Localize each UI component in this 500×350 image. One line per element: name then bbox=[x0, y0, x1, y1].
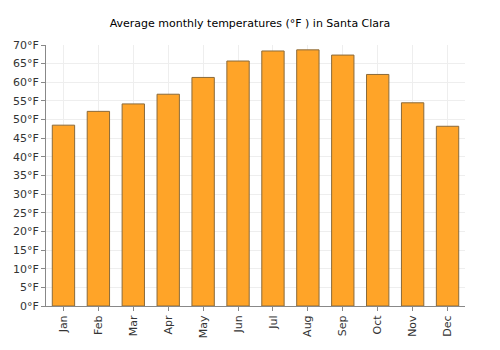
svg-text:Apr: Apr bbox=[162, 315, 175, 335]
svg-text:55°F: 55°F bbox=[13, 95, 39, 108]
svg-text:Dec: Dec bbox=[441, 315, 454, 336]
svg-text:Aug: Aug bbox=[301, 315, 314, 336]
svg-text:60°F: 60°F bbox=[13, 76, 39, 89]
svg-text:0°F: 0°F bbox=[20, 300, 39, 313]
svg-text:Jul: Jul bbox=[267, 315, 280, 329]
svg-text:10°F: 10°F bbox=[13, 263, 39, 276]
svg-text:25°F: 25°F bbox=[13, 207, 39, 220]
svg-text:35°F: 35°F bbox=[13, 169, 39, 182]
svg-text:Feb: Feb bbox=[92, 315, 105, 334]
svg-text:Mar: Mar bbox=[127, 315, 140, 336]
svg-text:70°F: 70°F bbox=[13, 39, 39, 52]
svg-text:5°F: 5°F bbox=[20, 281, 39, 294]
svg-text:65°F: 65°F bbox=[13, 57, 39, 70]
svg-text:45°F: 45°F bbox=[13, 132, 39, 145]
svg-text:Jan: Jan bbox=[57, 315, 70, 333]
svg-text:30°F: 30°F bbox=[13, 188, 39, 201]
svg-text:40°F: 40°F bbox=[13, 151, 39, 164]
svg-text:Average monthly temperatures (: Average monthly temperatures (°F ) in Sa… bbox=[110, 17, 391, 30]
svg-text:Oct: Oct bbox=[371, 315, 384, 335]
svg-text:Nov: Nov bbox=[406, 315, 419, 337]
svg-text:Jun: Jun bbox=[232, 315, 245, 333]
svg-text:15°F: 15°F bbox=[13, 244, 39, 257]
svg-text:20°F: 20°F bbox=[13, 225, 39, 238]
svg-text:50°F: 50°F bbox=[13, 113, 39, 126]
svg-text:May: May bbox=[197, 315, 210, 338]
svg-text:Sep: Sep bbox=[336, 315, 349, 336]
